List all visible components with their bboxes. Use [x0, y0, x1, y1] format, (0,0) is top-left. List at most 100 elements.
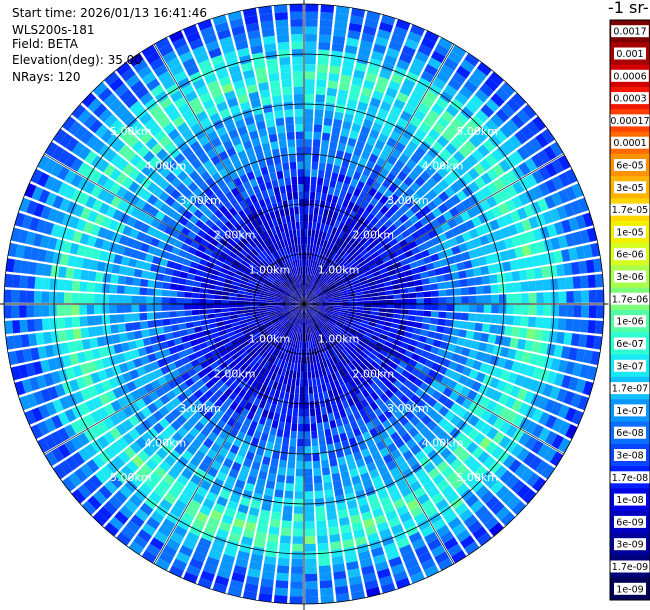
ray-cell [391, 344, 400, 352]
ray-cell [312, 285, 319, 293]
ray-cell [477, 144, 490, 157]
ray-cell [362, 334, 371, 342]
ray-cell [376, 440, 386, 451]
ray-cell [346, 37, 359, 47]
ray-cell [313, 237, 318, 246]
ray-cell [398, 153, 410, 164]
ray-cell [420, 249, 430, 258]
ray-cell [295, 378, 300, 387]
ray-cell [550, 141, 564, 157]
ray-cell [64, 279, 73, 291]
ray-cell [406, 140, 418, 152]
ray-cell [393, 313, 401, 319]
ray-cell [328, 349, 334, 358]
ray-cell [201, 277, 210, 284]
ray-cell [377, 287, 386, 292]
ray-cell [401, 45, 416, 57]
ray-cell [386, 47, 400, 59]
ray-cell [309, 308, 316, 314]
ray-cell [311, 325, 315, 333]
ray-cell [318, 280, 324, 288]
ray-cell [492, 192, 504, 205]
ray-cell [191, 304, 200, 310]
ray-cell [387, 112, 399, 124]
ray-cell [309, 309, 315, 316]
ray-cell [468, 228, 479, 239]
ray-cell [365, 72, 378, 83]
ray-cell [404, 558, 419, 570]
ray-cell [360, 371, 369, 380]
ray-cell [342, 400, 350, 409]
ray-cell [294, 393, 299, 402]
ray-cell [318, 307, 326, 311]
ray-cell [348, 296, 357, 300]
ray-cell [440, 64, 455, 77]
ray-cell [319, 329, 325, 337]
ray-cell [282, 505, 293, 514]
ray-cell [221, 300, 230, 304]
ray-cell [304, 214, 309, 222]
ray-cell [386, 299, 394, 304]
ray-cell [519, 327, 528, 339]
ray-cell [357, 383, 366, 392]
ray-cell [580, 275, 589, 289]
ray-cell [308, 310, 313, 317]
ray-cell [575, 214, 587, 230]
ray-cell [531, 170, 545, 184]
ray-cell [516, 109, 531, 124]
ray-cell [301, 348, 304, 357]
ray-cell [320, 318, 328, 324]
ray-cell [264, 111, 274, 121]
ring-label: 5.00km [110, 125, 152, 138]
ray-cell [316, 184, 323, 193]
ray-cell [452, 320, 461, 328]
ray-cell [26, 290, 35, 303]
ray-cell [437, 318, 446, 326]
ray-cell [310, 317, 315, 325]
ray-cell [375, 323, 384, 330]
ray-cell [468, 520, 483, 534]
ray-cell [371, 360, 380, 369]
ray-cell [270, 141, 279, 150]
ray-cell [285, 215, 291, 224]
ray-cell [294, 206, 299, 215]
ray-cell [585, 259, 595, 273]
ray-cell [290, 26, 303, 35]
ray-cell [489, 219, 500, 231]
ray-cell [407, 315, 416, 322]
ray-cell [376, 319, 385, 325]
ray-cell [300, 363, 304, 372]
ray-cell [281, 520, 292, 529]
ray-cell [169, 317, 178, 325]
ray-cell [344, 335, 353, 342]
ray-cell [397, 170, 408, 182]
ray-cell [335, 344, 342, 353]
ray-cell [141, 329, 150, 338]
ray-cell [308, 291, 313, 298]
ray-cell [371, 146, 382, 157]
ray-cell [337, 283, 345, 289]
ray-cell [402, 468, 414, 479]
ray-cell [279, 414, 286, 423]
ray-cell [315, 86, 326, 96]
ray-cell [450, 328, 460, 337]
ray-cell [475, 351, 485, 362]
ray-cell [391, 323, 400, 329]
ray-cell [331, 472, 341, 482]
ray-cell [432, 260, 442, 269]
ray-cell [475, 485, 489, 499]
ray-cell [557, 235, 568, 249]
ray-cell [494, 129, 508, 143]
ray-cell [466, 389, 478, 401]
ray-cell [43, 331, 52, 344]
ray-cell [413, 220, 424, 230]
ray-cell [309, 275, 314, 283]
ray-cell [56, 305, 65, 316]
ray-cell [327, 209, 334, 219]
ray-cell [408, 304, 417, 310]
ray-cell [372, 507, 384, 518]
ray-cell [325, 308, 334, 312]
ray-cell [546, 252, 556, 265]
ray-cell [362, 25, 377, 36]
ray-cell [360, 398, 369, 408]
